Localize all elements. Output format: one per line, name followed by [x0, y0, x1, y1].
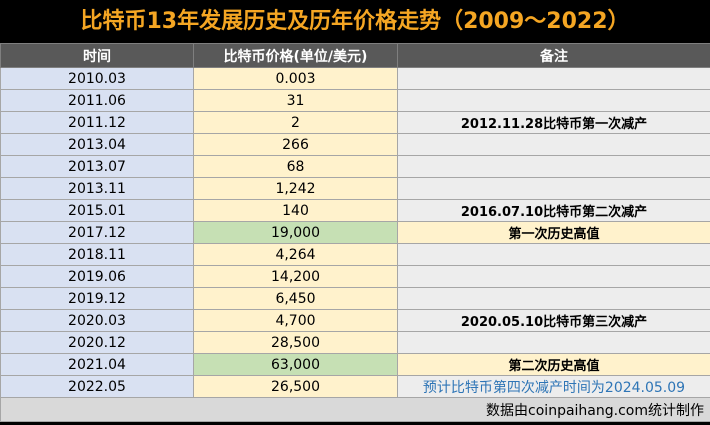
table-row: 2018.11 4,264: [0, 243, 710, 266]
time-cell[interactable]: 2019.06: [0, 265, 194, 288]
table-row: 2019.12 6,450: [0, 287, 710, 310]
table-row: 2017.12 19,000 第一次历史高值: [0, 221, 710, 244]
time-cell[interactable]: 2013.04: [0, 133, 194, 156]
price-cell[interactable]: 26,500: [193, 375, 398, 398]
table-row: 2020.03 4,700 2020.05.10比特币第三次减产: [0, 309, 710, 332]
table-row: 2020.12 28,500: [0, 331, 710, 354]
time-cell[interactable]: 2010.03: [0, 67, 194, 90]
header-note[interactable]: 备注: [397, 43, 710, 68]
table-row: 2015.01 140 2016.07.10比特币第二次减产: [0, 199, 710, 222]
time-cell[interactable]: 2011.12: [0, 111, 194, 134]
price-cell[interactable]: 140: [193, 199, 398, 222]
page-title: 比特币13年发展历史及历年价格走势（2009～2022）: [0, 0, 710, 43]
table-row: 2022.05 26,500 预计比特币第四次减产时间为2024.05.09: [0, 375, 710, 398]
note-cell[interactable]: 2012.11.28比特币第一次减产: [397, 111, 710, 134]
header-price[interactable]: 比特币价格(单位/美元): [193, 43, 398, 68]
note-cell[interactable]: [397, 177, 710, 200]
header-row: 时间 比特币价格(单位/美元) 备注: [0, 43, 710, 68]
footer-row: 数据由coinpaihang.com统计制作: [0, 397, 710, 422]
price-cell[interactable]: 6,450: [193, 287, 398, 310]
price-cell-highlight[interactable]: 19,000: [193, 221, 398, 244]
note-cell[interactable]: [397, 67, 710, 90]
note-cell[interactable]: [397, 155, 710, 178]
header-time[interactable]: 时间: [0, 43, 194, 68]
time-cell[interactable]: 2020.12: [0, 331, 194, 354]
price-history-table: 时间 比特币价格(单位/美元) 备注 2010.03 0.003 2011.06…: [0, 43, 710, 422]
note-cell[interactable]: [397, 133, 710, 156]
table-row: 2010.03 0.003: [0, 67, 710, 90]
price-cell[interactable]: 0.003: [193, 67, 398, 90]
note-cell[interactable]: 2016.07.10比特币第二次减产: [397, 199, 710, 222]
note-cell[interactable]: 2020.05.10比特币第三次减产: [397, 309, 710, 332]
table-row: 2013.04 266: [0, 133, 710, 156]
table-row: 2011.12 2 2012.11.28比特币第一次减产: [0, 111, 710, 134]
time-cell[interactable]: 2018.11: [0, 243, 194, 266]
time-cell[interactable]: 2013.11: [0, 177, 194, 200]
note-cell[interactable]: [397, 243, 710, 266]
note-cell-forecast[interactable]: 预计比特币第四次减产时间为2024.05.09: [397, 375, 710, 398]
note-cell-highlight[interactable]: 第一次历史高值: [397, 221, 710, 244]
price-cell[interactable]: 68: [193, 155, 398, 178]
note-cell[interactable]: [397, 89, 710, 112]
source-footer[interactable]: 数据由coinpaihang.com统计制作: [0, 397, 710, 422]
price-cell[interactable]: 28,500: [193, 331, 398, 354]
price-cell[interactable]: 266: [193, 133, 398, 156]
time-cell[interactable]: 2020.03: [0, 309, 194, 332]
price-cell[interactable]: 2: [193, 111, 398, 134]
time-cell[interactable]: 2017.12: [0, 221, 194, 244]
note-cell-highlight[interactable]: 第二次历史高值: [397, 353, 710, 376]
note-cell[interactable]: [397, 265, 710, 288]
note-cell[interactable]: [397, 287, 710, 310]
price-cell-highlight[interactable]: 63,000: [193, 353, 398, 376]
table-row: 2011.06 31: [0, 89, 710, 112]
time-cell[interactable]: 2015.01: [0, 199, 194, 222]
price-cell[interactable]: 14,200: [193, 265, 398, 288]
time-cell[interactable]: 2019.12: [0, 287, 194, 310]
time-cell[interactable]: 2022.05: [0, 375, 194, 398]
price-cell[interactable]: 31: [193, 89, 398, 112]
time-cell[interactable]: 2011.06: [0, 89, 194, 112]
price-cell[interactable]: 4,700: [193, 309, 398, 332]
price-cell[interactable]: 1,242: [193, 177, 398, 200]
table-row: 2021.04 63,000 第二次历史高值: [0, 353, 710, 376]
note-cell[interactable]: [397, 331, 710, 354]
time-cell[interactable]: 2013.07: [0, 155, 194, 178]
time-cell[interactable]: 2021.04: [0, 353, 194, 376]
price-cell[interactable]: 4,264: [193, 243, 398, 266]
table-row: 2019.06 14,200: [0, 265, 710, 288]
table-row: 2013.11 1,242: [0, 177, 710, 200]
table-row: 2013.07 68: [0, 155, 710, 178]
